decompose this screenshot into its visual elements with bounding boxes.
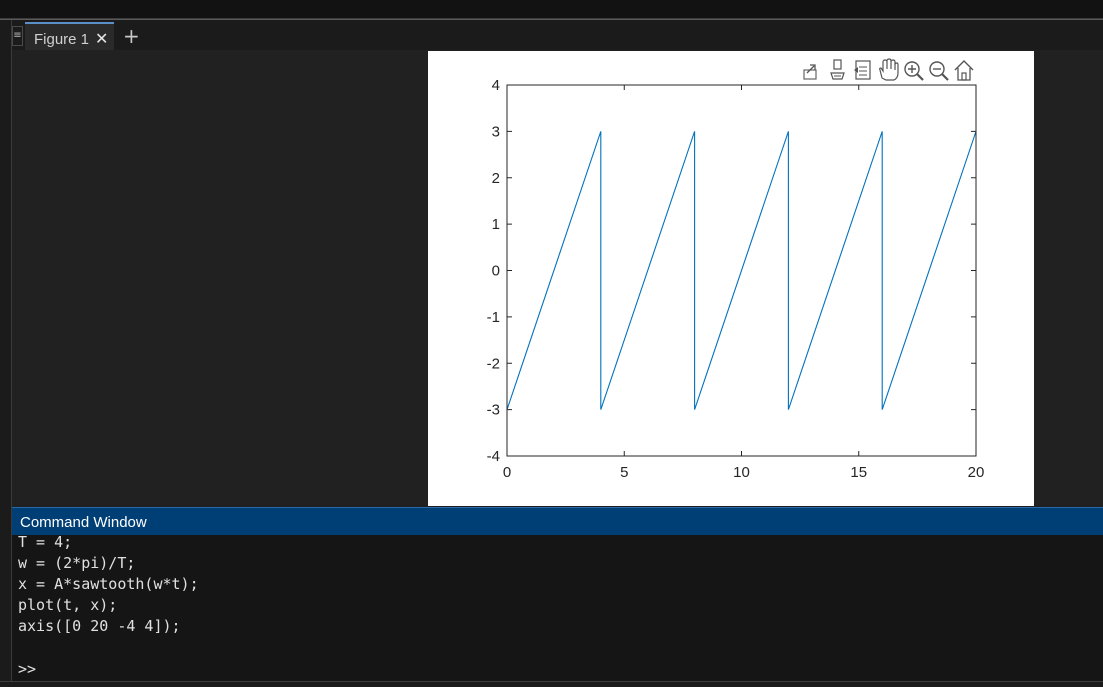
y-tick-label: 2: [492, 170, 500, 187]
y-tick-label: -4: [487, 448, 500, 465]
add-tab-button[interactable]: +: [123, 24, 140, 48]
command-window-header: Command Window: [12, 507, 1103, 535]
title-bar: [0, 0, 1103, 19]
datatip-icon[interactable]: [854, 60, 871, 80]
y-tick-label: 4: [492, 77, 500, 94]
zoom-in-icon[interactable]: [904, 61, 924, 81]
x-tick-label: 15: [850, 464, 867, 481]
y-tick-label: 1: [492, 216, 500, 233]
command-line: x = A*sawtooth(w*t);: [18, 575, 199, 593]
left-rail: [0, 20, 12, 686]
tab-label: Figure 1: [34, 31, 90, 48]
panel-menu-icon[interactable]: ≡: [12, 26, 23, 46]
axes-box: [506, 84, 977, 457]
y-tick-label: -2: [487, 355, 500, 372]
command-window-title: Command Window: [20, 514, 147, 531]
close-icon[interactable]: ✕: [95, 29, 109, 48]
y-tick-label: 3: [492, 123, 500, 140]
command-prompt[interactable]: >>: [18, 660, 37, 678]
y-tick-label: -3: [487, 402, 500, 419]
command-line: T = 4;: [18, 535, 73, 551]
zoom-out-icon[interactable]: [929, 61, 949, 81]
x-tick-label: 0: [503, 464, 511, 481]
figure-tab-strip: [0, 20, 1103, 50]
export-icon[interactable]: [803, 64, 817, 80]
x-tick-label: 10: [733, 464, 750, 481]
tick-labels: 0 5 10 15 20 -4 -3 -2 -1 0 1 2 3 4: [487, 77, 985, 481]
command-line: plot(t, x);: [18, 596, 118, 614]
home-icon[interactable]: [954, 60, 974, 81]
tab-figure-1[interactable]: Figure 1 ✕: [25, 22, 114, 50]
command-window-body[interactable]: T = 4; w = (2*pi)/T; x = A*sawtooth(w*t)…: [12, 535, 1103, 681]
x-tick-label: 5: [620, 464, 628, 481]
command-line: axis([0 20 -4 4]);: [18, 617, 181, 635]
sawtooth-series-line: [506, 131, 977, 410]
brush-icon[interactable]: [830, 59, 845, 80]
y-tick-label: -1: [487, 309, 500, 326]
y-tick-label: 0: [492, 263, 500, 280]
command-line: w = (2*pi)/T;: [18, 554, 136, 572]
divider: [0, 19, 1103, 20]
figure-canvas: 0 5 10 15 20 -4 -3 -2 -1 0 1 2 3 4: [428, 51, 1034, 506]
plot-svg: 0 5 10 15 20 -4 -3 -2 -1 0 1 2 3 4: [487, 58, 985, 481]
x-tick-label: 20: [968, 464, 985, 481]
pan-icon[interactable]: [879, 58, 899, 81]
bottom-edge: [0, 681, 1103, 687]
